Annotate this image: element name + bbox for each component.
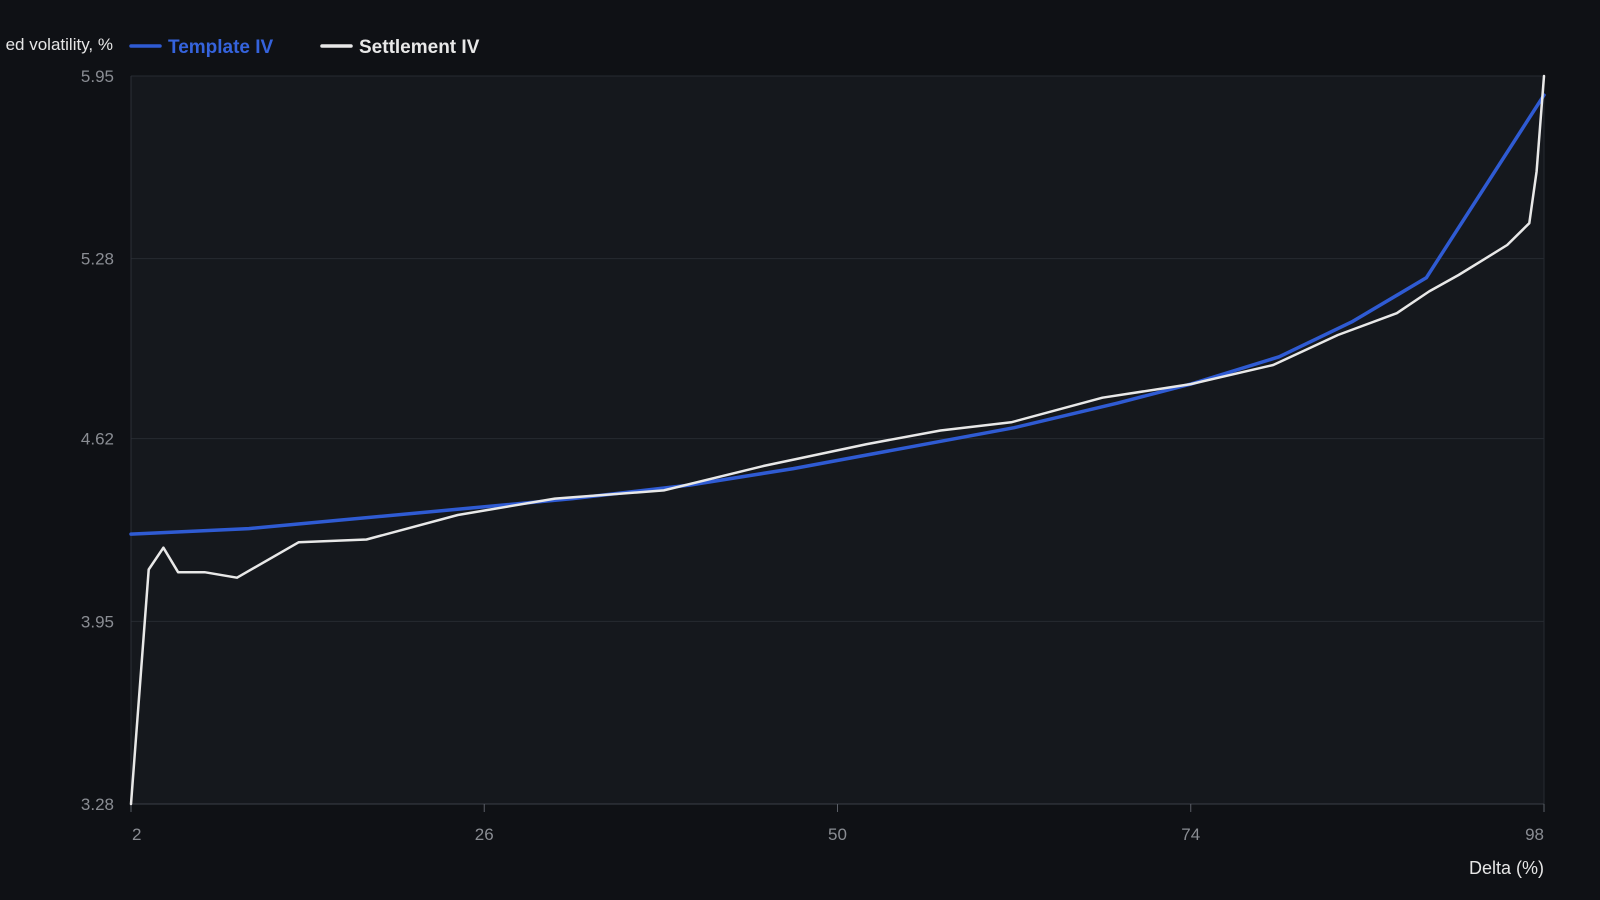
- y-tick-label: 5.28: [81, 250, 114, 269]
- x-axis-label: Delta (%): [1469, 858, 1544, 878]
- x-tick-label: 26: [475, 825, 494, 844]
- x-tick-label: 2: [132, 825, 141, 844]
- legend: Template IV Settlement IV: [129, 37, 480, 58]
- x-tick-label: 98: [1525, 825, 1544, 844]
- x-tick-label: 50: [828, 825, 847, 844]
- x-tick-label: 74: [1181, 825, 1200, 844]
- legend-label-template-iv[interactable]: Template IV: [168, 37, 274, 58]
- y-tick-label: 3.95: [81, 612, 114, 631]
- series-lines: [129, 74, 1546, 806]
- y-tick-label: 5.95: [81, 67, 114, 86]
- grid-lines: [131, 75, 1545, 805]
- legend-label-settlement-iv[interactable]: Settlement IV: [359, 37, 480, 58]
- y-tick-label: 3.28: [81, 795, 114, 814]
- plot-area: [131, 76, 1544, 804]
- axes: 5.95 5.28 4.62 3.95 3.28 2 26 50 74 98: [81, 67, 1545, 844]
- y-axis-label: ed volatility, %: [6, 35, 113, 54]
- y-tick-label: 4.62: [81, 430, 114, 449]
- series-line-settlement-iv: [129, 74, 1546, 806]
- series-line-template-iv: [129, 93, 1546, 536]
